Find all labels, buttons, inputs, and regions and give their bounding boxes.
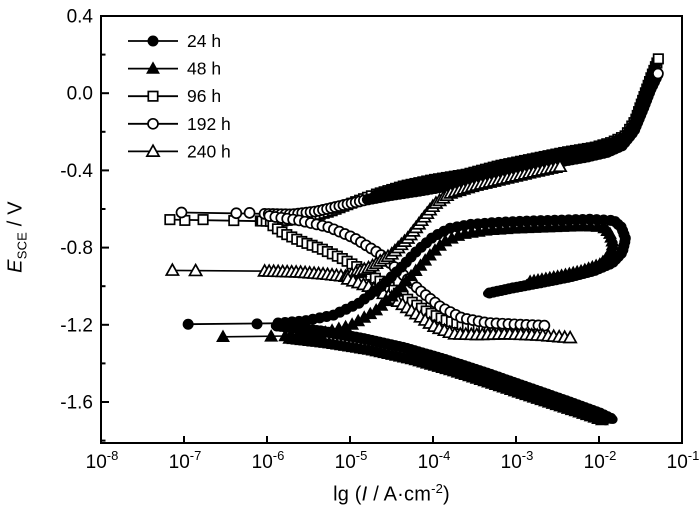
series-240h-ocp-line-markers bbox=[164, 262, 204, 277]
legend-label: 96 h bbox=[187, 86, 221, 106]
y-label-subscript: SCE bbox=[14, 231, 30, 260]
y-tick-label: -1.2 bbox=[60, 315, 93, 336]
x-label-exponent: -2 bbox=[431, 481, 444, 496]
x-tick-label: 10-3 bbox=[501, 448, 534, 473]
legend-item-96h: 96 h bbox=[128, 86, 221, 106]
legend-item-192h: 192 h bbox=[128, 114, 231, 134]
plot-frame bbox=[100, 15, 683, 444]
series-48h-reverse-loop bbox=[523, 220, 620, 287]
series-96h-anodic-end bbox=[652, 53, 664, 65]
series-192h-anodic-end bbox=[652, 67, 664, 80]
triangle-marker bbox=[264, 329, 279, 342]
triangle-marker bbox=[188, 262, 204, 277]
x-label-symbol: I bbox=[361, 483, 368, 506]
series-48h-reverse-loop-path bbox=[525, 223, 617, 286]
series-240h-anodic bbox=[339, 158, 568, 282]
circle-marker bbox=[147, 117, 159, 130]
series-192h-ocp-line bbox=[175, 206, 264, 220]
series-48h-anodic-markers bbox=[283, 218, 605, 341]
series-192h-anodic bbox=[361, 68, 664, 206]
legend-item-48h: 48 h bbox=[128, 59, 221, 79]
circle-marker bbox=[182, 318, 194, 330]
triangle-marker bbox=[146, 61, 160, 74]
x-tick-label: 10-4 bbox=[418, 448, 451, 473]
legend-label: 48 h bbox=[187, 59, 221, 79]
x-axis-label: lg (I / A·cm-2) bbox=[101, 481, 682, 507]
tick-labels: 10-8 10-7 10-6 10-5 10-4 10-3 10-2 10-1 0.4 0.0 -0… bbox=[60, 7, 699, 474]
circle-marker bbox=[243, 207, 256, 219]
series-48h-ocp-line bbox=[216, 328, 293, 342]
x-label-units: / A·cm bbox=[367, 483, 432, 506]
series-layer bbox=[164, 53, 664, 426]
series-240h-anodic-onset bbox=[257, 263, 353, 283]
series-96h-anodic-end-markers bbox=[652, 53, 664, 65]
series-192h bbox=[175, 67, 664, 332]
x-tick-label: 10-2 bbox=[584, 448, 617, 473]
legend-item-24h: 24 h bbox=[128, 31, 221, 51]
series-240h-anodic-onset-markers bbox=[257, 263, 353, 283]
series-192h-anodic-end-markers bbox=[652, 67, 664, 80]
series-192h-ocp-line-markers bbox=[175, 206, 256, 220]
series-48h-cathodic bbox=[282, 331, 610, 426]
series-48h-anodic bbox=[283, 218, 605, 341]
y-label-symbol: E bbox=[4, 259, 27, 273]
y-tick-label: -0.8 bbox=[60, 238, 93, 259]
legend-label: 24 h bbox=[187, 31, 221, 51]
circle-marker bbox=[230, 207, 243, 220]
square-marker bbox=[197, 214, 209, 226]
legend-label: 192 h bbox=[187, 114, 231, 134]
series-48h-ocp-line-markers bbox=[216, 328, 293, 342]
triangle-marker bbox=[562, 329, 578, 344]
y-tick-label: 0.0 bbox=[67, 84, 93, 105]
x-tick-label: 10-7 bbox=[169, 448, 202, 473]
x-tick-label: 10-6 bbox=[252, 448, 285, 473]
series-24h-cathodic-path bbox=[270, 321, 618, 424]
y-axis-label: ESCE / V bbox=[5, 201, 30, 273]
legend-item-240h: 240 h bbox=[128, 141, 231, 161]
series-240h-anodic-markers bbox=[339, 158, 568, 282]
square-marker bbox=[164, 214, 176, 226]
series-48h-cathodic-path bbox=[283, 334, 610, 426]
series-24h-ocp-line bbox=[182, 318, 277, 330]
x-label-prefix: lg ( bbox=[333, 483, 362, 506]
y-tick-label: -1.6 bbox=[60, 393, 93, 414]
y-tick-label: 0.4 bbox=[67, 7, 94, 28]
legend-label: 240 h bbox=[187, 141, 231, 161]
circle-marker bbox=[652, 67, 664, 80]
triangle-marker bbox=[145, 143, 161, 157]
x-label-suffix: ) bbox=[443, 483, 450, 506]
series-192h-anodic-path bbox=[361, 69, 663, 205]
series-240h-ocp-line-path bbox=[171, 269, 264, 272]
x-tick-label: 10-8 bbox=[86, 448, 119, 473]
legend: 24 h 48 h 96 h 192 h 240 h bbox=[128, 31, 231, 161]
square-marker bbox=[147, 90, 159, 102]
circle-marker bbox=[251, 318, 263, 330]
series-24h-ocp-line-markers bbox=[182, 318, 263, 330]
triangle-marker bbox=[552, 158, 568, 173]
square-marker bbox=[652, 53, 664, 65]
axis-ticks bbox=[100, 15, 683, 443]
x-tick-label: 10-1 bbox=[667, 448, 700, 473]
y-tick-label: -0.4 bbox=[60, 161, 93, 182]
triangle-marker bbox=[216, 329, 230, 342]
y-label-units: / V bbox=[4, 201, 27, 232]
triangle-marker bbox=[164, 262, 180, 276]
series-48h-ocp-line-path bbox=[222, 335, 289, 338]
series-48h bbox=[216, 218, 620, 426]
circle-marker bbox=[175, 206, 188, 219]
series-240h-ocp-line bbox=[164, 262, 264, 277]
x-tick-label: 10-5 bbox=[335, 448, 368, 473]
circle-marker bbox=[147, 35, 159, 47]
